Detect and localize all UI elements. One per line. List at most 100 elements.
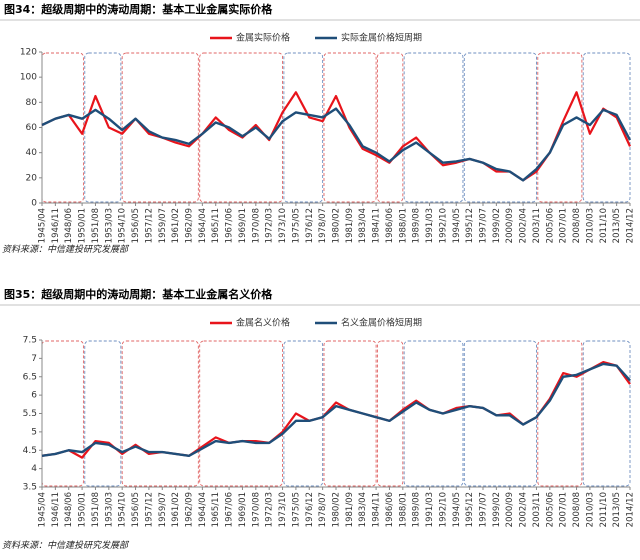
x-tick-label: 1986/06 (385, 208, 395, 243)
cycle-box (403, 340, 464, 487)
cycle-box (84, 52, 122, 203)
cycle-box (121, 340, 199, 487)
x-tick-label: 1950/01 (78, 208, 88, 243)
x-tick-label: 1953/03 (104, 208, 114, 243)
x-tick-label: 2005/06 (545, 208, 555, 243)
x-tick-label: 1997/07 (479, 208, 489, 243)
source-note: 资料来源：中信建投研究发展部 (2, 244, 130, 255)
x-tick-label: 2007/01 (559, 208, 569, 243)
y-tick-label: 7 (31, 354, 37, 364)
x-tick-label: 1959/07 (158, 492, 168, 527)
x-tick-label: 1978/07 (318, 492, 328, 527)
series-line (41, 107, 632, 182)
x-tick-label: 1967/06 (225, 208, 235, 243)
x-tick-label: 1973/10 (278, 208, 288, 243)
x-tick-label: 2008/08 (572, 492, 582, 527)
y-tick-label: 5 (31, 427, 37, 437)
x-tick-label: 1975/05 (291, 492, 301, 527)
cycle-box (463, 340, 537, 487)
x-tick-label: 1961/02 (171, 492, 181, 527)
y-tick-label: 120 (20, 48, 37, 58)
x-tick-label: 1970/08 (251, 208, 261, 243)
x-tick-label: 1983/04 (358, 208, 368, 243)
y-tick-label: 100 (20, 73, 37, 83)
cycle-box (582, 52, 631, 203)
x-tick-label: 1976/12 (305, 208, 315, 243)
cycle-box (323, 52, 377, 203)
x-tick-label: 1965/11 (211, 492, 221, 527)
x-tick-label: 2002/04 (519, 492, 529, 527)
x-tick-label: 1957/12 (144, 208, 154, 243)
x-tick-label: 1962/09 (185, 492, 195, 527)
x-tick-label: 1986/06 (385, 492, 395, 527)
x-tick-label: 1972/03 (265, 492, 275, 527)
x-tick-label: 1972/03 (265, 208, 275, 243)
cycle-box (41, 340, 84, 487)
x-tick-label: 1999/02 (492, 492, 502, 527)
x-tick-label: 1957/12 (144, 492, 154, 527)
cycle-box (199, 340, 283, 487)
x-tick-label: 1969/01 (238, 492, 248, 527)
series-line (41, 91, 631, 182)
x-tick-label: 1950/01 (78, 492, 88, 527)
x-tick-label: 1948/06 (64, 492, 74, 527)
x-tick-label: 1978/07 (318, 208, 328, 243)
x-tick-label: 2014/12 (626, 492, 636, 527)
x-tick-label: 1991/03 (425, 208, 435, 243)
cycle-box (463, 52, 537, 203)
cycle-box (376, 52, 404, 203)
y-tick-label: 6 (31, 391, 37, 401)
y-tick-label: 20 (26, 173, 38, 183)
y-tick-label: 6.5 (23, 372, 37, 382)
x-tick-label: 1964/04 (198, 208, 208, 243)
x-tick-label: 1969/01 (238, 208, 248, 243)
x-tick-label: 1962/09 (185, 208, 195, 243)
x-tick-label: 1970/08 (251, 492, 261, 527)
x-tick-label: 2007/01 (559, 492, 569, 527)
x-tick-label: 2014/12 (626, 208, 636, 243)
cycle-box (582, 340, 631, 487)
x-tick-label: 1995/12 (465, 492, 475, 527)
x-tick-label: 1946/11 (51, 492, 61, 527)
x-tick-label: 1980/02 (332, 492, 342, 527)
x-tick-label: 1989/08 (412, 492, 422, 527)
x-tick-label: 1992/10 (438, 208, 448, 243)
x-tick-label: 1984/11 (372, 492, 382, 527)
legend-label: 金属名义价格 (236, 317, 290, 329)
cycle-box (283, 340, 324, 487)
y-tick-label: 40 (26, 148, 38, 158)
cycle-box (283, 52, 324, 203)
x-tick-label: 1975/05 (291, 208, 301, 243)
x-tick-label: 1954/10 (118, 208, 128, 243)
legend-label: 名义金属价格短周期 (341, 317, 422, 329)
cycle-box (199, 52, 283, 203)
x-tick-label: 1953/03 (104, 492, 114, 527)
x-tick-label: 1973/10 (278, 492, 288, 527)
x-tick-label: 2003/11 (532, 208, 542, 243)
x-tick-label: 1959/07 (158, 208, 168, 243)
source-note: 资料来源：中信建投研究发展部 (2, 540, 130, 551)
x-tick-label: 2000/09 (505, 492, 515, 527)
x-tick-label: 1981/09 (345, 208, 355, 243)
x-tick-label: 1988/01 (398, 492, 408, 527)
x-tick-label: 1989/08 (412, 208, 422, 243)
x-tick-label: 2002/04 (519, 208, 529, 243)
cycle-box (537, 340, 583, 487)
x-tick-label: 1981/09 (345, 492, 355, 527)
y-tick-label: 80 (26, 98, 38, 108)
x-tick-label: 1956/05 (131, 208, 141, 243)
cycle-box (403, 52, 464, 203)
legend-label: 金属实际价格 (236, 32, 290, 44)
x-tick-label: 2011/10 (599, 208, 609, 243)
x-tick-label: 1980/02 (332, 208, 342, 243)
x-tick-label: 1995/12 (465, 208, 475, 243)
y-tick-label: 7.5 (23, 336, 37, 346)
cycle-box (121, 52, 199, 203)
x-tick-label: 2005/06 (545, 492, 555, 527)
x-tick-label: 2010/03 (585, 492, 595, 527)
x-tick-label: 1976/12 (305, 492, 315, 527)
x-tick-label: 1965/11 (211, 208, 221, 243)
x-tick-label: 1951/08 (91, 492, 101, 527)
